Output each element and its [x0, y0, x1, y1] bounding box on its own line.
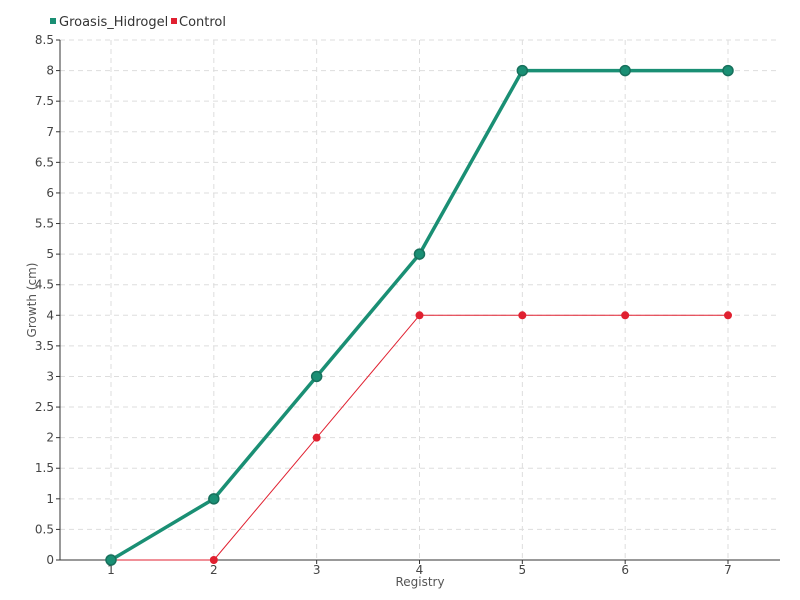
- data-point-groasis: [413, 248, 426, 260]
- data-point-control: [312, 433, 321, 442]
- y-ticks: 0 0.5 1 1.5 2 2.5 3 3.5 4 4.5 5 5.5 6 6.5 7 7.5 8 8.5: [35, 33, 60, 567]
- y-tick-label: 6.5: [35, 155, 54, 169]
- data-point-groasis: [619, 64, 631, 77]
- y-tick-label: 2: [46, 431, 54, 445]
- data-point-control: [724, 311, 732, 320]
- y-tick-label: 7: [46, 125, 54, 139]
- data-point-control: [621, 311, 630, 320]
- x-tick-label: 3: [313, 563, 321, 577]
- y-tick-label: 4.5: [35, 278, 54, 292]
- data-point-groasis: [722, 64, 734, 77]
- data-point-control: [518, 311, 527, 320]
- y-tick-label: 3: [46, 369, 54, 383]
- y-tick-label: 0.5: [35, 522, 54, 536]
- x-tick-label: 4: [416, 563, 424, 577]
- y-tick-label: 8.5: [35, 33, 54, 47]
- y-tick-label: 2.5: [35, 400, 54, 414]
- data-point-control: [415, 311, 424, 320]
- data-point-groasis: [208, 493, 220, 505]
- legend-swatch-groasis: [50, 18, 56, 24]
- y-tick-label: 1: [46, 492, 54, 506]
- x-tick-label: 7: [724, 563, 732, 577]
- data-point-control: [209, 556, 218, 564]
- legend-label-groasis: Groasis_Hidrogel: [59, 15, 168, 30]
- y-tick-label: 6: [46, 186, 54, 200]
- x-tick-label: 1: [107, 563, 115, 577]
- x-ticks: 1 2 3 4 5 6 7: [107, 560, 732, 577]
- y-tick-label: 5: [46, 247, 54, 261]
- grid: [60, 39, 780, 560]
- y-tick-label: 8: [46, 64, 54, 78]
- y-axis-title: Growth (cm): [25, 263, 39, 338]
- y-tick-label: 1.5: [35, 461, 54, 475]
- y-tick-label: 0: [46, 553, 54, 567]
- data-point-groasis: [105, 554, 117, 566]
- data-point-groasis: [516, 64, 529, 77]
- x-axis-title: Registry: [395, 575, 444, 589]
- legend-swatch-control: [171, 18, 177, 24]
- y-tick-label: 3.5: [35, 339, 54, 353]
- x-tick-label: 2: [210, 563, 218, 577]
- data-point-groasis: [310, 370, 323, 383]
- legend: Groasis_Hidrogel Control: [50, 15, 226, 30]
- y-tick-label: 5.5: [35, 217, 54, 231]
- series: [105, 64, 734, 566]
- y-tick-label: 4: [46, 308, 54, 322]
- x-tick-label: 6: [621, 563, 629, 577]
- y-tick-label: 7.5: [35, 94, 54, 108]
- legend-label-control: Control: [179, 15, 226, 30]
- x-tick-label: 5: [519, 563, 527, 577]
